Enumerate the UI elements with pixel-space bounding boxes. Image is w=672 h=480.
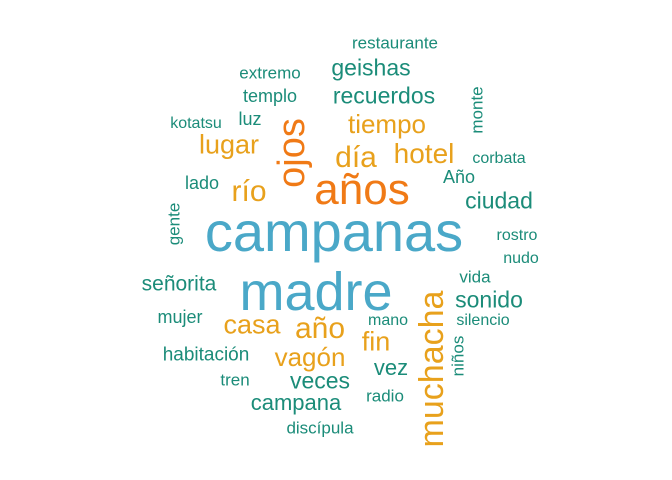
word-extremo: extremo [239,63,301,83]
word-tiempo: tiempo [347,109,427,139]
word-habitacion: habitación [162,344,250,366]
word-silencio: silencio [456,312,510,329]
word-anos: años [314,165,410,214]
word-vagon: vagón [274,342,346,372]
word-veces: veces [289,367,351,394]
word-discipula: discípula [286,418,354,438]
word-campana: campana [250,390,342,415]
word-luz: luz [238,109,262,129]
word-monte: monte [467,86,487,134]
word-dia: día [335,141,377,174]
word-sonido: sonido [455,286,523,313]
word-tren: tren [220,370,250,390]
word-recuerdos: recuerdos [332,82,436,109]
word-rostro: rostro [496,227,538,244]
word-kotatsu: kotatsu [170,115,222,132]
word-ciudad: ciudad [465,187,533,214]
word-mujer: mujer [157,307,203,327]
word-restaurante: restaurante [352,33,438,53]
word-geishas: geishas [331,54,411,81]
word-templo: templo [242,86,298,106]
word-nudo: nudo [503,250,539,267]
word-campanas: campanas [204,200,464,263]
word-mano: mano [367,312,409,329]
word-ojos: ojos [271,118,313,188]
word-senorita: señorita [141,272,217,296]
word-madre: madre [239,262,393,322]
word-rio: río [231,175,267,208]
word-fin: fin [361,326,391,357]
word-lugar: lugar [198,129,260,160]
word-hotel: hotel [393,138,455,169]
word-lado: lado [184,173,220,193]
word-radio: radio [366,386,404,406]
word-vez: vez [373,355,409,380]
word-corbata: corbata [472,150,526,167]
word-muchacha: muchacha [413,290,451,448]
word-ninos: niños [448,335,468,377]
word-casa: casa [223,309,281,340]
word-ano-upper: Año [442,167,476,187]
word-vida: vida [459,267,491,287]
word-ano-lower: año [294,312,346,345]
word-gente: gente [164,202,184,246]
